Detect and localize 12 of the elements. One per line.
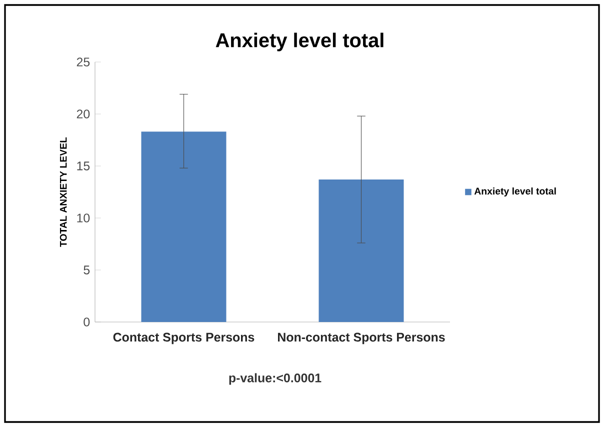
x-tick-label: Contact Sports Persons <box>113 332 254 344</box>
legend-label: Anxiety level total <box>474 187 556 196</box>
x-tick-label: Non-contact Sports Persons <box>278 332 445 344</box>
y-tick-label: 5 <box>84 266 90 274</box>
y-tick-label: 0 <box>84 318 90 326</box>
y-axis-title: TOTAL ANXIETY LEVEL <box>60 137 67 247</box>
y-tick-label: 15 <box>77 162 90 170</box>
chart-title: Anxiety level total <box>216 32 384 52</box>
y-tick-label: 10 <box>77 214 90 222</box>
y-tick-label: 20 <box>76 110 90 118</box>
text: p-value:<0.0001 <box>229 373 322 385</box>
y-tick-label: 25 <box>76 58 90 66</box>
